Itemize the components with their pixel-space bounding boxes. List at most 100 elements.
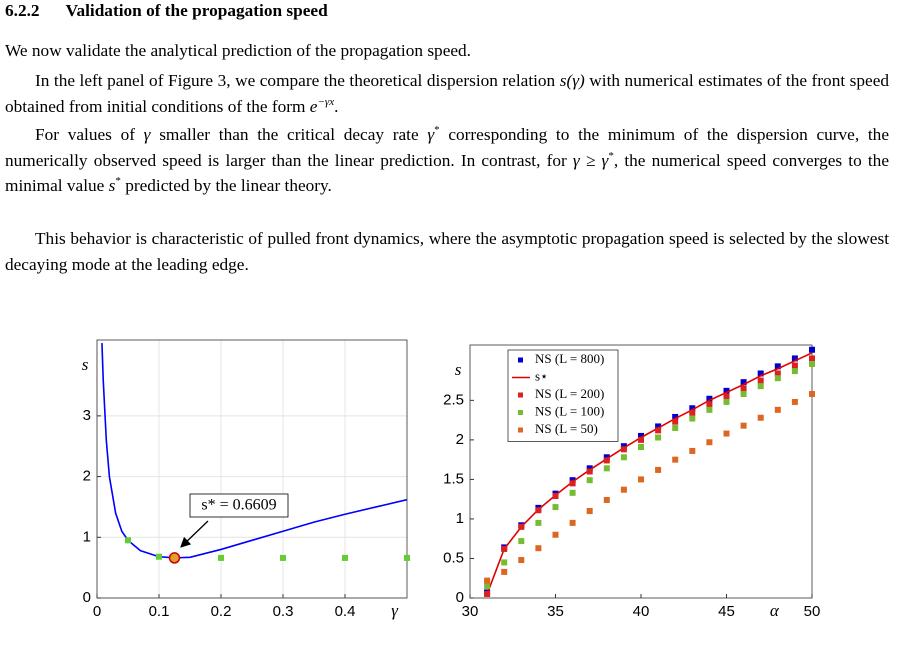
legend-label: s⋆ [535, 368, 548, 383]
marker [791, 362, 798, 369]
y-tick-label: 1.5 [443, 470, 464, 487]
marker [280, 554, 286, 561]
x-axis-label: γ [391, 601, 399, 620]
annotation-box [189, 493, 289, 518]
marker [655, 466, 662, 473]
marker [620, 454, 627, 461]
marker [603, 465, 610, 472]
text: We now validate the analytical predictio… [5, 41, 471, 60]
paragraph: For values of γ smaller than the critica… [5, 122, 889, 199]
marker [655, 427, 662, 434]
y-tick-label: 2.5 [443, 391, 464, 408]
marker [638, 443, 644, 450]
marker [655, 423, 662, 430]
marker [757, 370, 764, 377]
marker [774, 370, 781, 377]
marker [404, 554, 410, 561]
marker [484, 577, 491, 584]
marker [689, 409, 696, 416]
marker [706, 395, 713, 402]
marker [723, 398, 730, 405]
marker [638, 432, 644, 439]
x-tick-label: 30 [462, 603, 479, 620]
legend-swatch [518, 357, 523, 363]
marker [620, 443, 627, 450]
paragraph: We now validate the analytical predictio… [5, 38, 889, 64]
annotation-arrow [180, 520, 209, 548]
math: * [115, 175, 121, 188]
math: * [434, 124, 440, 137]
x-axis-label: α [770, 601, 780, 620]
marker [774, 406, 781, 413]
marker [809, 360, 815, 367]
marker [586, 465, 593, 472]
marker [603, 496, 610, 503]
marker [774, 363, 781, 370]
math: s [108, 176, 116, 196]
marker [518, 557, 525, 564]
x-tick-label: 0.1 [149, 603, 170, 620]
x-tick-label: 45 [718, 603, 735, 620]
marker [518, 538, 525, 545]
marker [586, 477, 593, 484]
curve [486, 352, 812, 595]
marker [791, 368, 798, 375]
marker [218, 554, 224, 561]
marker [620, 446, 627, 453]
section-title: Validation of the propagation speed [65, 1, 328, 20]
marker [672, 425, 679, 432]
x-tick-label: 35 [547, 603, 564, 620]
marker [706, 401, 713, 408]
marker [723, 393, 730, 400]
marker [620, 486, 627, 493]
plot-area [97, 340, 407, 598]
text: with numerical estimates of the front sp… [5, 71, 890, 116]
marker [774, 375, 781, 382]
text: predicted by the linear theory. [120, 176, 332, 196]
legend-label: NS (L = 200) [535, 386, 604, 401]
legend-swatch [518, 410, 523, 415]
marker [791, 355, 798, 362]
marker [809, 346, 815, 353]
x-tick-label: 0.4 [335, 603, 356, 620]
text: corresponding to the minimum of the disp… [5, 125, 889, 170]
x-tick-label: 50 [804, 603, 821, 620]
marker [740, 385, 747, 392]
marker [535, 545, 542, 552]
marker [791, 398, 798, 405]
x-tick-label: 0.3 [273, 603, 294, 620]
math: −γx [317, 95, 335, 108]
marker [484, 591, 491, 598]
marker [501, 568, 508, 575]
text: smaller than the critical decay rate [150, 125, 428, 144]
math: γ [427, 125, 435, 144]
y-tick-label: 3 [83, 407, 91, 424]
y-tick-label: 1 [83, 528, 91, 545]
text: For values of [35, 125, 144, 144]
y-tick-label: 2 [83, 468, 91, 485]
marker [342, 554, 348, 561]
marker [740, 422, 747, 429]
marker [569, 489, 576, 496]
y-tick-label: 1 [456, 510, 464, 527]
x-tick-label: 0 [93, 603, 101, 620]
marker [689, 447, 696, 454]
marker [757, 377, 764, 384]
math: s(γ) [559, 71, 585, 90]
marker [638, 476, 644, 483]
marker [655, 434, 662, 441]
marker [518, 523, 525, 530]
legend-swatch [518, 427, 523, 433]
text: This behavior is characteristic of pulle… [5, 229, 889, 274]
marker [586, 468, 593, 475]
marker [689, 415, 696, 422]
marker [740, 379, 747, 386]
marker [603, 457, 610, 464]
marker [552, 531, 559, 538]
paragraph: This behavior is characteristic of pulle… [5, 226, 889, 277]
marker [706, 439, 713, 446]
marker [552, 504, 559, 511]
marker [501, 545, 508, 552]
marker [125, 537, 131, 544]
